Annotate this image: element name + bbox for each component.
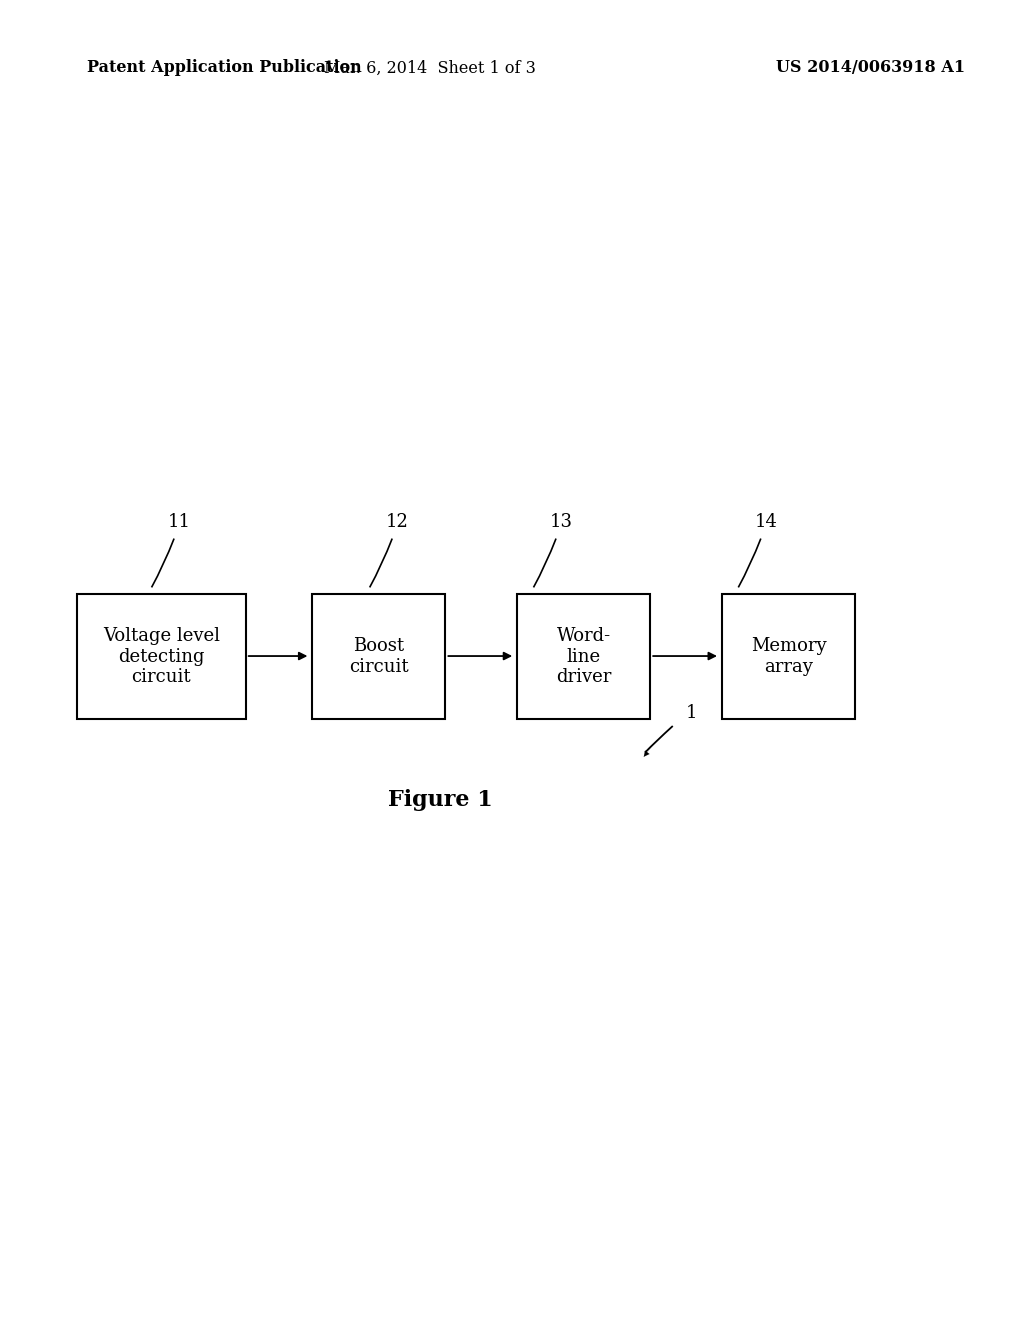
Bar <box>722 594 855 719</box>
Text: US 2014/0063918 A1: US 2014/0063918 A1 <box>776 59 965 77</box>
Text: Boost
circuit: Boost circuit <box>349 638 409 676</box>
Bar <box>77 594 246 719</box>
Text: 14: 14 <box>755 512 777 531</box>
Text: Mar. 6, 2014  Sheet 1 of 3: Mar. 6, 2014 Sheet 1 of 3 <box>325 59 536 77</box>
Text: Voltage level
detecting
circuit: Voltage level detecting circuit <box>102 627 220 686</box>
Text: 13: 13 <box>550 512 572 531</box>
Text: Memory
array: Memory array <box>751 638 826 676</box>
Text: 1: 1 <box>686 704 697 722</box>
Bar <box>517 594 650 719</box>
Text: Patent Application Publication: Patent Application Publication <box>87 59 361 77</box>
Text: 12: 12 <box>386 512 409 531</box>
Text: Word-
line
driver: Word- line driver <box>556 627 611 686</box>
Text: Figure 1: Figure 1 <box>388 789 493 810</box>
Text: 11: 11 <box>168 512 190 531</box>
Bar <box>312 594 445 719</box>
